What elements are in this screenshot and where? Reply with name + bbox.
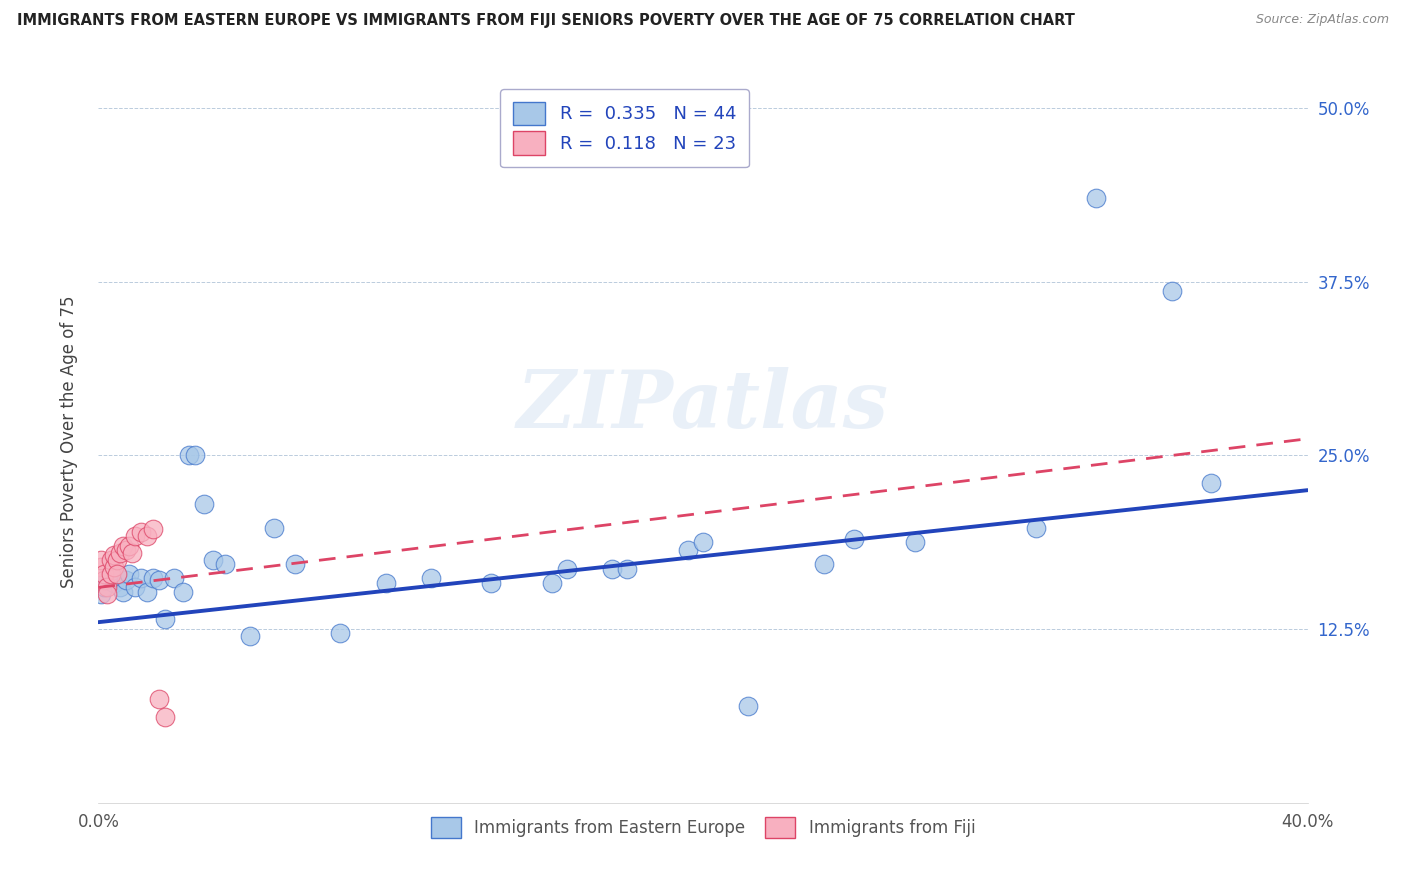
Point	[540, 576, 562, 591]
Point	[96, 587, 118, 601]
Text: IMMIGRANTS FROM EASTERN EUROPE VS IMMIGRANTS FROM FIJI SENIORS POVERTY OVER THE : IMMIGRANTS FROM EASTERN EUROPE VS IMMIGR…	[17, 13, 1074, 29]
Point	[100, 566, 122, 581]
Point	[284, 557, 307, 571]
Point	[105, 552, 128, 566]
Point	[118, 539, 141, 553]
Point	[118, 566, 141, 581]
Point	[179, 449, 201, 463]
Point	[93, 566, 115, 581]
Point	[108, 546, 131, 560]
Point	[105, 566, 128, 581]
Point	[172, 584, 194, 599]
Point	[1160, 285, 1182, 299]
Point	[96, 574, 118, 588]
Point	[108, 581, 131, 595]
Point	[129, 571, 152, 585]
Point	[124, 529, 146, 543]
Point	[114, 542, 136, 557]
Y-axis label: Seniors Poverty Over the Age of 75: Seniors Poverty Over the Age of 75	[59, 295, 77, 588]
Point	[904, 534, 927, 549]
Point	[105, 566, 128, 581]
Point	[193, 497, 215, 511]
Text: ZIPatlas: ZIPatlas	[517, 367, 889, 444]
Text: Source: ZipAtlas.com: Source: ZipAtlas.com	[1256, 13, 1389, 27]
Point	[90, 552, 112, 566]
Point	[103, 576, 125, 591]
Point	[692, 534, 714, 549]
Point	[813, 557, 835, 571]
Point	[129, 524, 152, 539]
Point	[135, 529, 157, 543]
Point	[93, 574, 115, 588]
Point	[103, 549, 125, 563]
Point	[100, 552, 122, 566]
Point	[263, 521, 285, 535]
Point	[121, 546, 143, 560]
Point	[481, 576, 503, 591]
Point	[114, 574, 136, 588]
Point	[153, 709, 176, 723]
Point	[111, 539, 134, 553]
Point	[93, 581, 115, 595]
Point	[100, 571, 122, 585]
Legend: Immigrants from Eastern Europe, Immigrants from Fiji: Immigrants from Eastern Europe, Immigran…	[425, 810, 981, 845]
Point	[202, 552, 225, 566]
Point	[844, 532, 866, 546]
Point	[96, 581, 118, 595]
Point	[329, 626, 352, 640]
Point	[153, 612, 176, 626]
Point	[148, 691, 170, 706]
Point	[602, 562, 624, 576]
Point	[239, 629, 262, 643]
Point	[103, 559, 125, 574]
Point	[142, 522, 165, 536]
Point	[737, 698, 759, 713]
Point	[90, 587, 112, 601]
Point	[420, 571, 443, 585]
Point	[124, 581, 146, 595]
Point	[1199, 476, 1222, 491]
Point	[374, 576, 396, 591]
Point	[676, 542, 699, 557]
Point	[142, 571, 165, 585]
Point	[90, 559, 112, 574]
Point	[616, 562, 638, 576]
Point	[135, 584, 157, 599]
Point	[1024, 521, 1046, 535]
Point	[1085, 191, 1108, 205]
Point	[555, 562, 578, 576]
Point	[184, 449, 207, 463]
Point	[148, 574, 170, 588]
Point	[111, 584, 134, 599]
Point	[163, 571, 186, 585]
Point	[214, 557, 236, 571]
